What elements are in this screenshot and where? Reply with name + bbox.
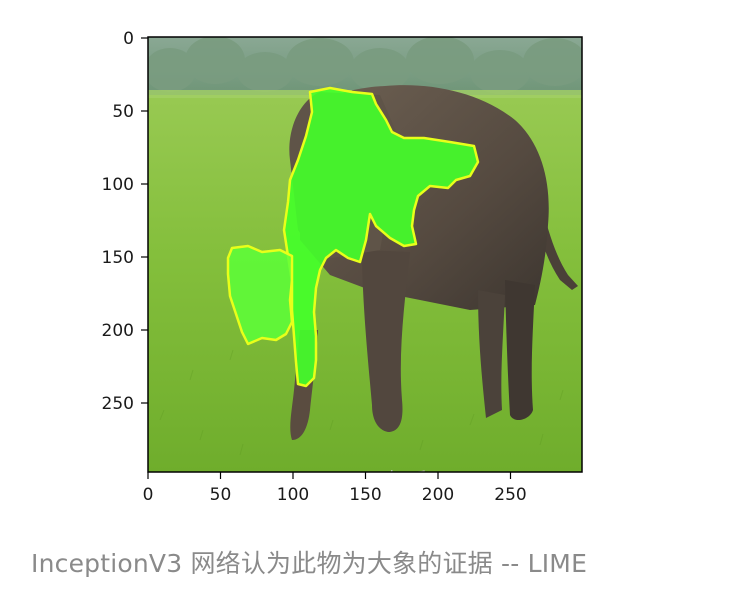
y-tick-label: 50	[112, 102, 134, 122]
lime-region-ground	[226, 244, 294, 346]
x-tick-label: 150	[349, 485, 381, 505]
elephant-rear-leg-left	[478, 290, 505, 418]
y-tick-label: 0	[123, 29, 134, 49]
x-tick-label: 250	[494, 485, 526, 505]
x-tick-label: 0	[143, 485, 154, 505]
y-tick-label: 250	[102, 394, 134, 414]
x-tick-label: 50	[210, 485, 232, 505]
elephant-rear-leg-right	[505, 280, 535, 421]
y-tick-label: 100	[102, 175, 134, 195]
y-tick-label: 150	[102, 248, 134, 268]
watermark-text: 知乎 @hahakity	[388, 468, 541, 492]
x-tick-label: 200	[422, 485, 454, 505]
x-tick-label: 100	[277, 485, 309, 505]
figure-caption: InceptionV3 网络认为此物为大象的证据 -- LIME	[31, 549, 588, 578]
lime-overlay	[226, 86, 480, 388]
x-axis: 0 50 100 150 200 250	[143, 472, 527, 505]
photo: 知乎 @hahakity	[148, 37, 582, 492]
elephant-front-leg-right	[362, 250, 410, 432]
lime-figure: 知乎 @hahakity 0 50 100 150 200 250 0 50 1…	[102, 29, 583, 505]
y-tick-label: 200	[102, 321, 134, 341]
grass-texture	[159, 349, 564, 456]
tree-canopy	[148, 37, 582, 94]
y-axis: 0 50 100 150 200 250	[102, 29, 148, 414]
